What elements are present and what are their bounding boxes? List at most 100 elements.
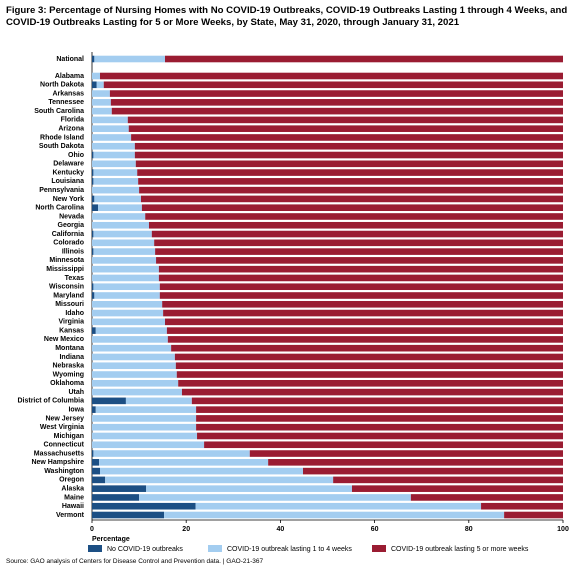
bar-segment <box>92 432 198 440</box>
bar-segment <box>333 476 563 484</box>
bar-segment <box>504 511 563 519</box>
bar-segment <box>92 450 94 457</box>
category-label: New Jersey <box>45 415 84 422</box>
x-tick-label: 100 <box>557 526 569 533</box>
bar-segment <box>128 125 563 132</box>
bar-segment <box>92 204 99 211</box>
bar-segment <box>92 81 97 89</box>
bar-segment <box>111 107 564 115</box>
category-label: Delaware <box>53 161 84 168</box>
category-label: Hawaii <box>62 503 84 510</box>
bar-segment <box>162 300 563 308</box>
bar-segment <box>92 459 100 466</box>
bar-segment <box>92 221 149 229</box>
bar-segment <box>110 99 563 106</box>
bar-segment <box>127 116 564 124</box>
bar-segment <box>92 116 128 124</box>
bar-segment <box>191 397 564 405</box>
category-label: Maryland <box>53 292 84 299</box>
bar-segment <box>92 423 197 431</box>
bar-segment <box>92 476 106 484</box>
bar-segment <box>92 309 164 317</box>
bar-segment <box>92 380 179 387</box>
bar-segment <box>131 134 563 141</box>
bar-segment <box>92 90 110 97</box>
bar-segment <box>92 72 101 80</box>
bar-segment <box>195 502 482 510</box>
bar-segment <box>140 195 563 203</box>
category-label: Rhode Island <box>40 134 84 141</box>
category-label: South Dakota <box>39 143 84 150</box>
bar-segment <box>138 178 563 185</box>
category-label: Alabama <box>55 73 84 80</box>
category-label: Nebraska <box>52 363 84 370</box>
bar-segment <box>92 99 111 106</box>
category-label: Vermont <box>56 512 85 519</box>
bar-segment <box>105 476 334 484</box>
bar-segment <box>181 388 563 396</box>
category-label: Utah <box>68 389 84 396</box>
bar-segment <box>151 230 563 238</box>
category-label: Oklahoma <box>50 380 84 387</box>
bar-segment <box>167 336 563 343</box>
category-label: Idaho <box>65 310 84 317</box>
bar-segment <box>156 257 563 264</box>
bar-segment <box>92 502 196 510</box>
category-label: National <box>56 56 84 63</box>
category-label: Nevada <box>59 213 84 220</box>
bar-segment <box>137 169 563 176</box>
chart-title: Figure 3: Percentage of Nursing Homes wi… <box>6 5 568 28</box>
category-label: Missouri <box>55 301 84 308</box>
legend-swatch <box>208 545 222 552</box>
bar-segment <box>165 55 563 63</box>
legend-label: COVID-19 outbreak lasting 5 or more week… <box>391 546 529 553</box>
bar-segment <box>92 327 96 334</box>
category-label: California <box>52 231 84 238</box>
category-label: Kansas <box>59 327 84 334</box>
bar-segment <box>92 107 112 115</box>
category-label: Montana <box>55 345 84 352</box>
bar-segment <box>92 195 95 203</box>
bar-segment <box>92 511 165 519</box>
category-label: Indiana <box>59 354 84 361</box>
bar-segment <box>196 423 563 431</box>
category-label: Wisconsin <box>49 284 84 291</box>
category-label: Arizona <box>58 126 84 133</box>
bar-segment <box>92 388 182 396</box>
bar-segment <box>154 239 563 247</box>
bar-segment <box>100 72 563 80</box>
category-label: North Dakota <box>40 82 84 89</box>
bar-segment <box>163 309 563 317</box>
x-axis-label: Percentage <box>92 536 130 543</box>
bar-segment <box>139 186 563 194</box>
category-label: Maine <box>64 494 84 501</box>
category-label: Texas <box>65 275 84 282</box>
bar-segment <box>268 459 563 466</box>
category-label: New Hampshire <box>31 459 84 466</box>
bar-segment <box>92 283 94 291</box>
bar-segment <box>92 353 175 361</box>
x-tick-label: 80 <box>465 526 473 533</box>
bar-segment <box>92 441 205 449</box>
category-label: Minnesota <box>49 257 84 264</box>
bar-segment <box>158 265 563 273</box>
bar-segment <box>164 511 505 519</box>
bar-segment <box>166 327 563 334</box>
bar-segment <box>134 151 563 159</box>
bar-segment <box>92 318 166 326</box>
bar-segment <box>141 204 563 211</box>
bar-segment <box>98 204 142 211</box>
legend-swatch <box>372 545 386 552</box>
bar-segment <box>92 406 96 413</box>
bar-segment <box>165 318 563 326</box>
bar-segment <box>196 415 563 422</box>
bar-segment <box>94 55 166 63</box>
bar-segment <box>93 283 160 291</box>
bar-segment <box>92 248 94 255</box>
bar-segment <box>93 230 152 238</box>
bar-segment <box>139 494 411 501</box>
bar-segment <box>103 81 564 89</box>
category-label: Louisiana <box>51 178 84 185</box>
bar-segment <box>109 90 563 97</box>
